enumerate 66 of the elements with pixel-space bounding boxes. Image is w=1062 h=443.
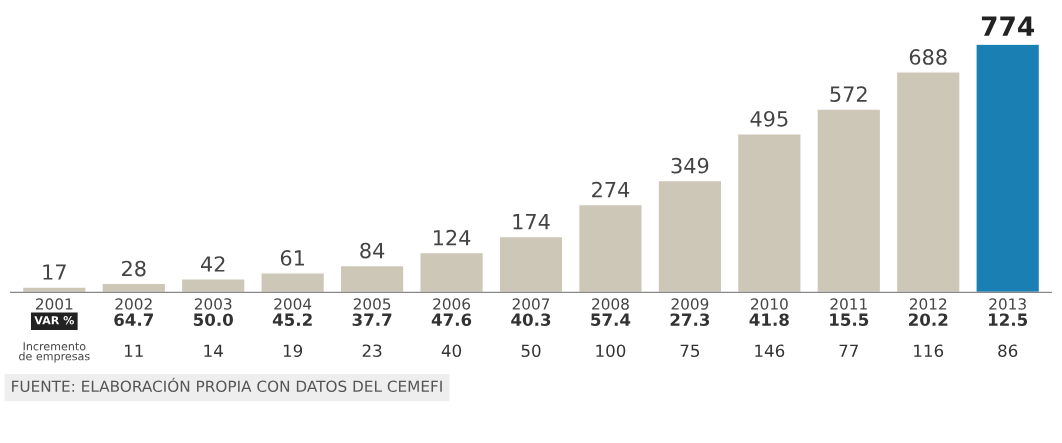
bar [419, 251, 485, 293]
bar [101, 282, 167, 293]
text: 27.3 [670, 313, 710, 327]
text: 47.6 [431, 313, 472, 327]
data-label: 28 [122, 260, 146, 277]
bar [21, 286, 87, 293]
bar [577, 203, 643, 293]
x-tick-label: 2004 [274, 298, 312, 310]
text: 64.7 [114, 313, 153, 327]
text: 23 [362, 344, 382, 358]
bar [975, 44, 1041, 293]
text: 116 [914, 344, 944, 358]
data-label: 17 [43, 264, 66, 280]
text: 50.0 [193, 313, 233, 327]
bar [498, 235, 564, 293]
source-note: FUENTE: ELABORACIÓN PROPIA CON DATOS DEL CEMEFI [12, 377, 442, 393]
x-tick-label: 2010 [751, 298, 788, 310]
text: 11 [124, 344, 143, 357]
bar [180, 278, 246, 293]
text: 12.5 [989, 313, 1028, 327]
text: 14 [204, 344, 223, 357]
data-label: 124 [433, 229, 471, 246]
x-tick-label: 2008 [592, 298, 629, 310]
bar [657, 179, 723, 293]
bar [895, 71, 961, 293]
text: 100 [596, 344, 626, 358]
x-tick-label: 2012 [909, 298, 947, 310]
data-label: 84 [360, 242, 385, 259]
x-tick-label: 2002 [115, 298, 152, 310]
text: 77 [839, 344, 858, 357]
text: 40 [441, 344, 462, 358]
x-tick-label: 2009 [671, 298, 709, 310]
x-tick-label: 2001 [35, 298, 73, 310]
data-label: 572 [830, 86, 867, 103]
bar [339, 264, 405, 293]
data-label: 349 [671, 157, 709, 174]
text: 57.4 [591, 313, 631, 327]
data-label: 42 [200, 256, 225, 272]
x-tick-label: 2007 [512, 298, 550, 310]
data-label: 688 [909, 49, 947, 65]
x-tick-label: 2003 [194, 298, 232, 310]
x-tick-label: 2011 [830, 298, 867, 310]
text: 45.2 [272, 313, 312, 327]
bar [816, 108, 882, 293]
text: 75 [680, 344, 700, 358]
data-label: 495 [750, 110, 788, 127]
text: 41.8 [749, 313, 789, 327]
text: 19 [283, 344, 303, 358]
data-label: 774 [981, 16, 1035, 36]
text: VAR % [34, 315, 74, 325]
x-tick-label: 2005 [353, 298, 391, 310]
bar [736, 133, 802, 293]
text: 86 [998, 344, 1018, 358]
data-label: 61 [280, 250, 304, 266]
text: 146 [755, 344, 785, 358]
text: 37.7 [352, 313, 392, 327]
text: 40.3 [511, 313, 551, 327]
data-label: 174 [513, 214, 550, 230]
text: 50 [521, 344, 541, 358]
data-label: 274 [592, 181, 630, 198]
text: 15.5 [830, 313, 869, 327]
bar [260, 272, 326, 293]
x-tick-label: 2006 [433, 298, 471, 310]
text: 20.2 [908, 313, 948, 327]
x-tick-label: 2013 [989, 298, 1026, 310]
text: Incremento de empresas [19, 342, 90, 363]
